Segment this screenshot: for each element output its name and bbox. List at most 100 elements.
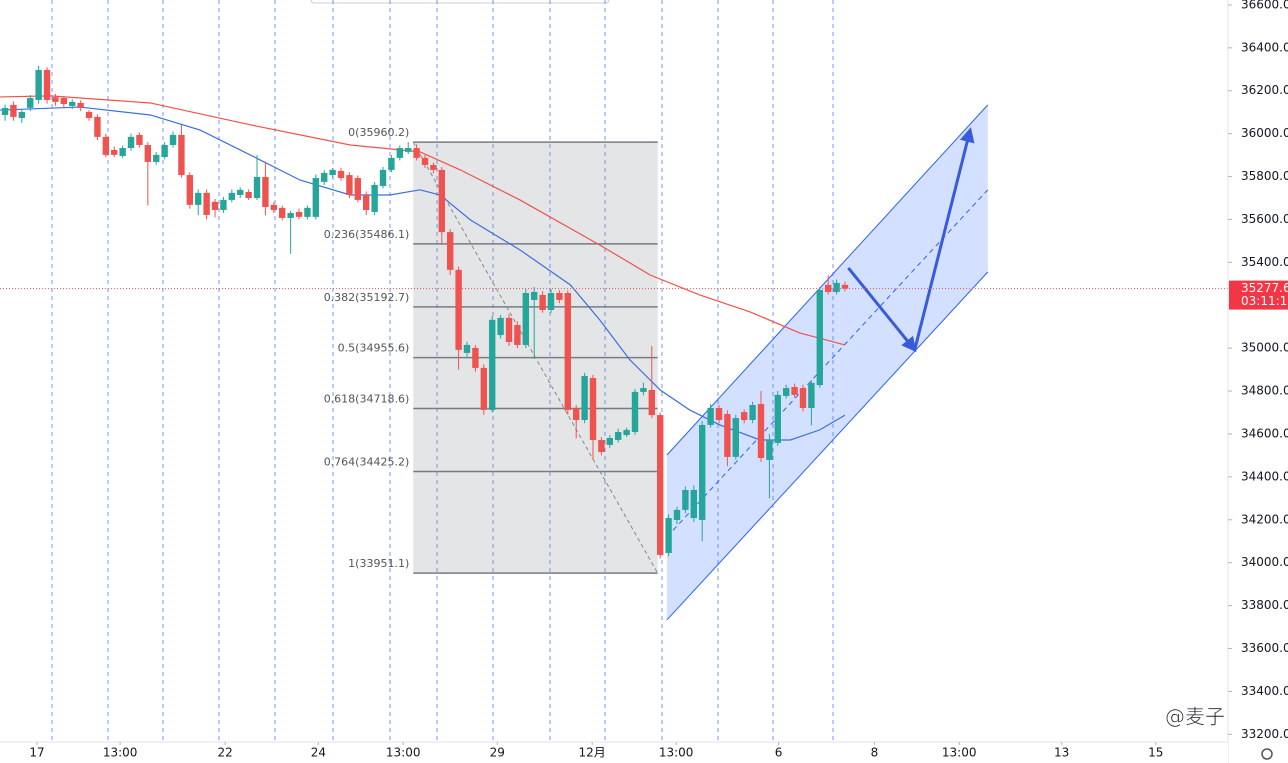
candle-body [52,97,59,102]
candle-body [505,317,513,342]
candle-body [665,518,672,554]
candle-body [740,412,748,421]
candle-body [489,319,496,410]
candle-body [715,408,723,421]
y-tick-label: 35400.0 [1241,255,1288,269]
fib-trend [412,141,659,574]
candle-body [77,102,84,108]
candle-body [211,201,219,211]
y-tick-label: 33600.0 [1241,641,1288,655]
channel-upper [666,104,989,456]
candle-body [757,403,765,458]
candle-body [690,489,697,519]
candle-body [111,149,118,155]
candle-body [379,169,387,186]
candle-body [774,394,781,443]
last-price-box [1229,280,1288,310]
candle-body [816,290,823,386]
y-tick-label: 36600.0 [1241,0,1288,11]
candle-body [85,111,93,118]
candle-body [35,69,42,100]
candle-body [707,408,714,425]
x-tick-label: 6 [775,746,783,760]
candle-body [270,204,278,211]
y-tick-label: 36400.0 [1241,40,1288,54]
x-tick-label: 15 [1148,746,1163,760]
fib-label: 0.764(34425.2) [324,455,410,468]
candle-body [539,294,546,310]
y-tick-label: 36200.0 [1241,83,1288,97]
y-tick-label: 35000.0 [1241,341,1288,355]
candle-body [472,347,479,368]
candle-body [808,382,815,409]
candle-body [463,344,471,353]
fib-label: 0.618(34718.6) [324,393,410,406]
candle-body [724,414,731,457]
candle-body [522,293,530,345]
candle-body [161,145,168,158]
candle-body [606,438,614,445]
candle-body [581,376,588,421]
candle-body [573,408,580,421]
candle-body [782,388,790,396]
candle-body [497,317,504,336]
candle-body [564,293,572,410]
candle-body [69,101,76,106]
x-tick-label: 17 [29,746,44,760]
candle-body [656,415,664,555]
x-tick-label: 24 [311,746,326,760]
x-tick-label: 29 [490,746,505,760]
candle-body [405,148,412,152]
candle-body [245,191,252,198]
candle-body [1,107,9,115]
toolbar[interactable] [310,0,610,4]
x-tick-label: 13:00 [942,746,977,760]
candle-body [304,207,311,217]
y-tick-label: 34200.0 [1241,512,1288,526]
candle-body [262,176,269,208]
candle-body [447,232,454,270]
candle-body [547,293,555,310]
candle-body [354,178,362,200]
candle-body [186,175,194,205]
candle-body [18,111,26,118]
candle-body [287,213,294,218]
settings-icon[interactable] [1261,748,1273,760]
candle-body [623,429,630,436]
y-tick-label: 34600.0 [1241,426,1288,440]
candle-body [430,164,437,170]
candle-body [556,293,563,300]
price-axis [1228,0,1288,763]
candle-body [60,98,68,105]
candle-body [102,136,110,155]
y-tick-label: 36000.0 [1241,126,1288,140]
candle-body [253,176,261,198]
candle-body [321,172,328,182]
candle-body [648,389,655,416]
candle-body [732,418,739,457]
x-tick-label: 22 [217,746,232,760]
candle-body [371,184,378,212]
candle-body [220,199,227,211]
y-tick-label: 35600.0 [1241,212,1288,226]
candle-body [640,388,647,392]
candle-body [329,169,336,176]
fib-label: 0.5(34955.6) [338,342,410,355]
y-tick-label: 33200.0 [1241,727,1288,741]
candle-body [279,207,286,218]
candle-body [27,98,34,108]
fib-label: 1(33951.1) [348,557,409,570]
watermark: @麦子 [1165,705,1225,729]
candle-body [598,439,605,452]
candle-body [480,367,488,410]
candle-body [531,291,538,300]
candle-body [10,104,17,117]
channel-lower [666,271,989,621]
y-tick-label: 34000.0 [1241,555,1288,569]
x-tick-label: 13:00 [659,746,694,760]
channel [666,104,988,620]
candle-body [228,192,236,200]
candle-body [119,148,126,156]
